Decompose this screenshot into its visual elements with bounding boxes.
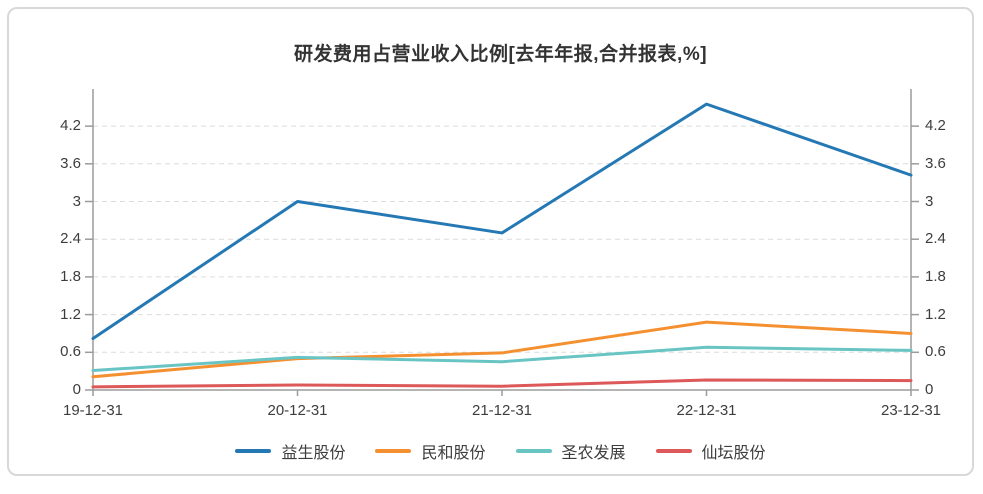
y-tick-label-left: 3 [72, 192, 81, 210]
x-tick-label: 22-12-31 [676, 402, 737, 419]
y-tick-label-left: 4.2 [60, 117, 81, 135]
y-tick-label-right: 2.4 [925, 230, 946, 248]
legend-swatch-minhe [375, 449, 412, 453]
y-tick-label-right: 1.8 [925, 267, 946, 285]
legend-label-minhe: 民和股份 [421, 445, 486, 462]
legend-label-xiantan: 仙坛股份 [701, 445, 766, 462]
legend-item-shengnong[interactable]: 圣农发展 [515, 439, 626, 463]
legend-label-yisheng: 益生股份 [281, 445, 346, 462]
legend-swatch-yisheng [235, 449, 272, 453]
series-line-0 [91, 102, 913, 340]
y-tick-label-left: 0 [72, 381, 81, 398]
x-tick-label: 20-12-31 [267, 402, 328, 419]
y-tick-label-right: 3.6 [925, 154, 946, 172]
y-tick-label-left: 0.6 [60, 343, 81, 361]
legend-item-xiantan[interactable]: 仙坛股份 [655, 439, 766, 463]
y-tick-label-right: 0 [925, 381, 934, 398]
y-tick-label-left: 1.8 [60, 267, 81, 285]
legend-swatch-xiantan [655, 449, 692, 453]
y-tick-label-right: 3 [925, 192, 934, 210]
x-tick-label: 23-12-31 [880, 402, 942, 419]
legend-swatch-shengnong [515, 449, 552, 453]
y-tick-label-left: 1.2 [60, 305, 81, 323]
y-tick-label-right: 1.2 [925, 305, 946, 323]
y-tick-label-left: 2.4 [60, 230, 81, 248]
x-tick-label: 19-12-31 [62, 402, 124, 419]
legend-label-shengnong: 圣农发展 [561, 445, 626, 462]
y-tick-label-right: 4.2 [925, 117, 946, 135]
legend-item-minhe[interactable]: 民和股份 [375, 439, 486, 463]
x-tick-label: 21-12-31 [471, 402, 533, 419]
series-line-2 [91, 345, 913, 373]
y-tick-label-left: 3.6 [60, 154, 81, 172]
chart-title: 研发费用占营业收入比例[去年年报,合并报表,%] [293, 44, 708, 65]
series-line-1 [91, 320, 913, 379]
legend-item-yisheng[interactable]: 益生股份 [235, 439, 345, 463]
y-tick-label-right: 0.6 [925, 343, 946, 361]
chart-card: 研发费用占营业收入比例[去年年报,合并报表,%] 0 0 0.6 0.6 1.2 1.2 1… [7, 7, 974, 476]
series-line-3 [91, 378, 913, 389]
legend: 益生股份 民和股份 圣农发展 仙坛股份 [9, 439, 983, 463]
line-chart-canvas [85, 89, 919, 396]
